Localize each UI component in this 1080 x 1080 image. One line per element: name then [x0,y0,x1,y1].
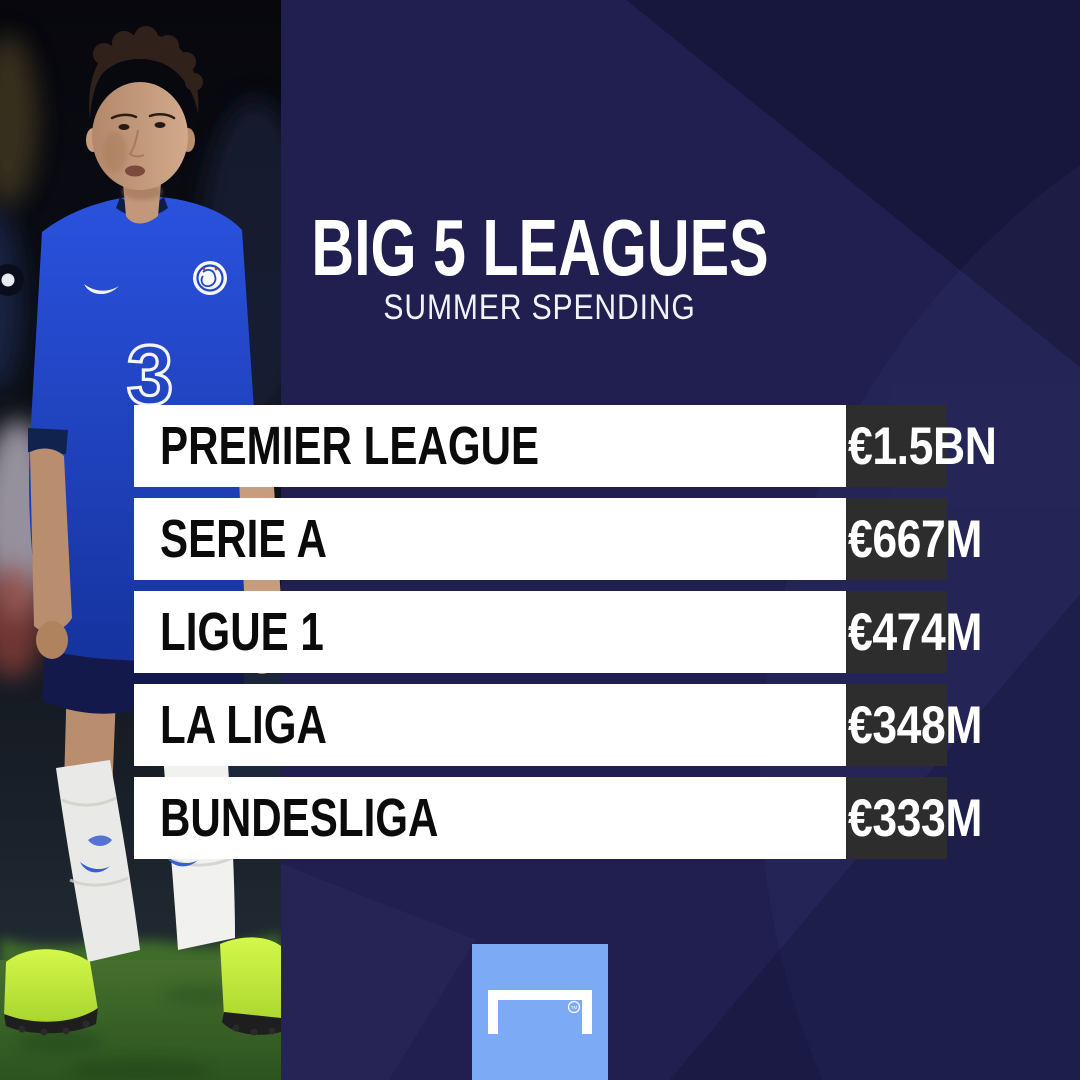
value-label: €333M [848,788,983,848]
value-box [846,405,947,487]
value-box [846,591,947,673]
title-block: BIG 5 LEAGUES SUMMER SPENDING [0,208,1080,326]
value-label: €1.5BN [848,416,997,476]
goalpost-icon: TM [488,990,592,1034]
page-subtitle: SUMMER SPENDING [383,288,697,327]
league-bar: BUNDESLIGA [134,777,846,859]
value-label: €348M [848,695,983,755]
value-label: €474M [848,602,983,662]
league-label: PREMIER LEAGUE [160,416,540,476]
goal-logo: TM [472,944,608,1080]
league-bar: SERIE A [134,498,846,580]
table-row: SERIE A €667M [134,498,1080,580]
table-row: PREMIER LEAGUE €1.5BN [134,405,1080,487]
page-title: BIG 5 LEAGUES [311,203,769,292]
table-row: LA LIGA €348M [134,684,1080,766]
league-bar: LA LIGA [134,684,846,766]
league-label: SERIE A [160,509,327,569]
league-bar: PREMIER LEAGUE [134,405,846,487]
value-box [846,684,947,766]
league-bar: LIGUE 1 [134,591,846,673]
value-box [846,498,947,580]
table-row: LIGUE 1 €474M [134,591,1080,673]
table-row: BUNDESLIGA €333M [134,777,1080,859]
value-box [846,777,947,859]
league-label: BUNDESLIGA [160,788,439,848]
value-label: €667M [848,509,983,569]
tm-mark: TM [571,1005,578,1010]
league-label: LIGUE 1 [160,602,324,662]
league-label: LA LIGA [160,695,327,755]
